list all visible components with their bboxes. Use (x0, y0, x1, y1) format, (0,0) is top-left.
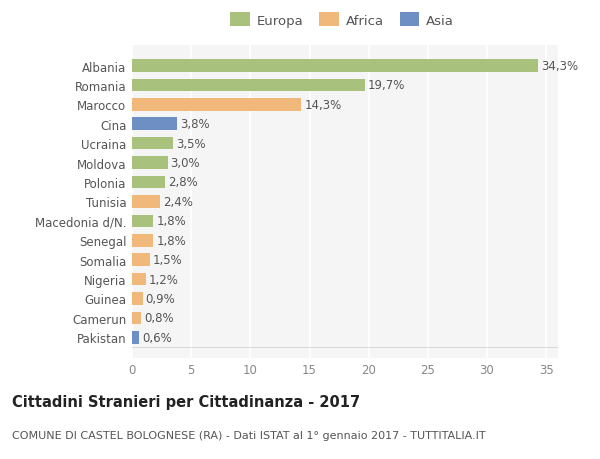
Text: 1,2%: 1,2% (149, 273, 179, 286)
Text: 0,9%: 0,9% (146, 292, 175, 305)
Bar (132, 312, 142, 325)
Text: 1,5%: 1,5% (153, 253, 182, 267)
Text: COMUNE DI CASTEL BOLOGNESE (RA) - Dati ISTAT al 1° gennaio 2017 - TUTTITALIA.IT: COMUNE DI CASTEL BOLOGNESE (RA) - Dati I… (12, 431, 485, 440)
Bar (132, 79, 365, 92)
Bar (132, 118, 177, 131)
Text: 34,3%: 34,3% (541, 60, 578, 73)
Bar (132, 99, 301, 112)
Text: 1,8%: 1,8% (156, 234, 186, 247)
Bar (132, 138, 173, 150)
Text: 3,5%: 3,5% (176, 137, 206, 151)
Bar (132, 273, 146, 286)
Text: Cittadini Stranieri per Cittadinanza - 2017: Cittadini Stranieri per Cittadinanza - 2… (12, 394, 360, 409)
Text: 3,0%: 3,0% (170, 157, 200, 170)
Bar (132, 254, 150, 266)
Text: 2,8%: 2,8% (168, 176, 198, 189)
Bar (132, 235, 154, 247)
Text: 1,8%: 1,8% (156, 215, 186, 228)
Text: 0,6%: 0,6% (142, 331, 172, 344)
Bar (132, 331, 139, 344)
Bar (132, 176, 165, 189)
Text: 2,4%: 2,4% (163, 196, 193, 208)
Text: 3,8%: 3,8% (180, 118, 209, 131)
Bar (132, 60, 538, 73)
Text: 14,3%: 14,3% (304, 99, 341, 112)
Text: 19,7%: 19,7% (368, 79, 406, 92)
Legend: Europa, Africa, Asia: Europa, Africa, Asia (230, 13, 454, 28)
Bar (132, 157, 167, 169)
Bar (132, 196, 160, 208)
Bar (132, 292, 143, 305)
Bar (132, 215, 154, 228)
Text: 0,8%: 0,8% (145, 312, 174, 325)
